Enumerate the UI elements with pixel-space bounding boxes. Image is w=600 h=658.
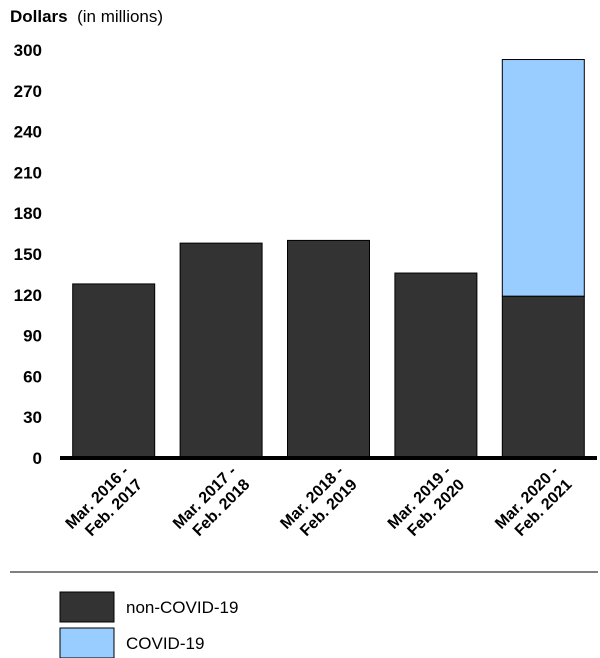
legend: non-COVID-19 COVID-19: [59, 591, 238, 658]
y-tick-label: 90: [23, 327, 42, 346]
y-tick-label: 210: [14, 163, 42, 182]
bar-segment-non-covid-19: [287, 239, 370, 459]
y-tick-label: 120: [14, 286, 42, 305]
x-tick-label: Mar. 2020 -Feb. 2021: [492, 463, 575, 546]
y-tick-label: 150: [14, 245, 42, 264]
bars: [72, 59, 585, 459]
y-axis-label-main: Dollars: [10, 7, 68, 26]
y-axis-label-unit: (in millions): [77, 7, 163, 26]
y-tick-label: 240: [14, 123, 42, 142]
legend-swatch: [59, 591, 115, 623]
legend-label: non-COVID-19: [126, 598, 238, 617]
y-axis-ticks: 0 30 60 90 120 150 180 210 240 270 300: [14, 41, 42, 468]
x-tick-label: Mar. 2018 -Feb. 2019: [277, 463, 360, 546]
x-tick-label: Mar. 2017 -Feb. 2018: [170, 463, 253, 546]
x-tick-label: Mar. 2019 -Feb. 2020: [385, 463, 468, 546]
bar-segment-covid-19: [501, 59, 585, 297]
y-tick-label: 60: [23, 367, 42, 386]
x-axis-tick-labels: Mar. 2016 -Feb. 2017 Mar. 2017 -Feb. 2018…: [63, 463, 576, 546]
bar-segment-non-covid-19: [501, 295, 585, 459]
bar-segment-non-covid-19: [179, 242, 263, 459]
bar-segment-non-covid-19: [72, 283, 156, 459]
legend-label: COVID-19: [126, 634, 204, 653]
y-tick-label: 300: [14, 41, 42, 60]
x-tick-label: Mar. 2016 -Feb. 2017: [63, 463, 146, 546]
y-axis-label: Dollars (in millions): [10, 7, 163, 26]
y-tick-label: 0: [33, 449, 42, 468]
y-tick-label: 180: [14, 204, 42, 223]
legend-swatch: [59, 627, 115, 658]
y-tick-label: 30: [23, 408, 42, 427]
bar-segment-non-covid-19: [394, 272, 478, 459]
y-tick-label: 270: [14, 82, 42, 101]
